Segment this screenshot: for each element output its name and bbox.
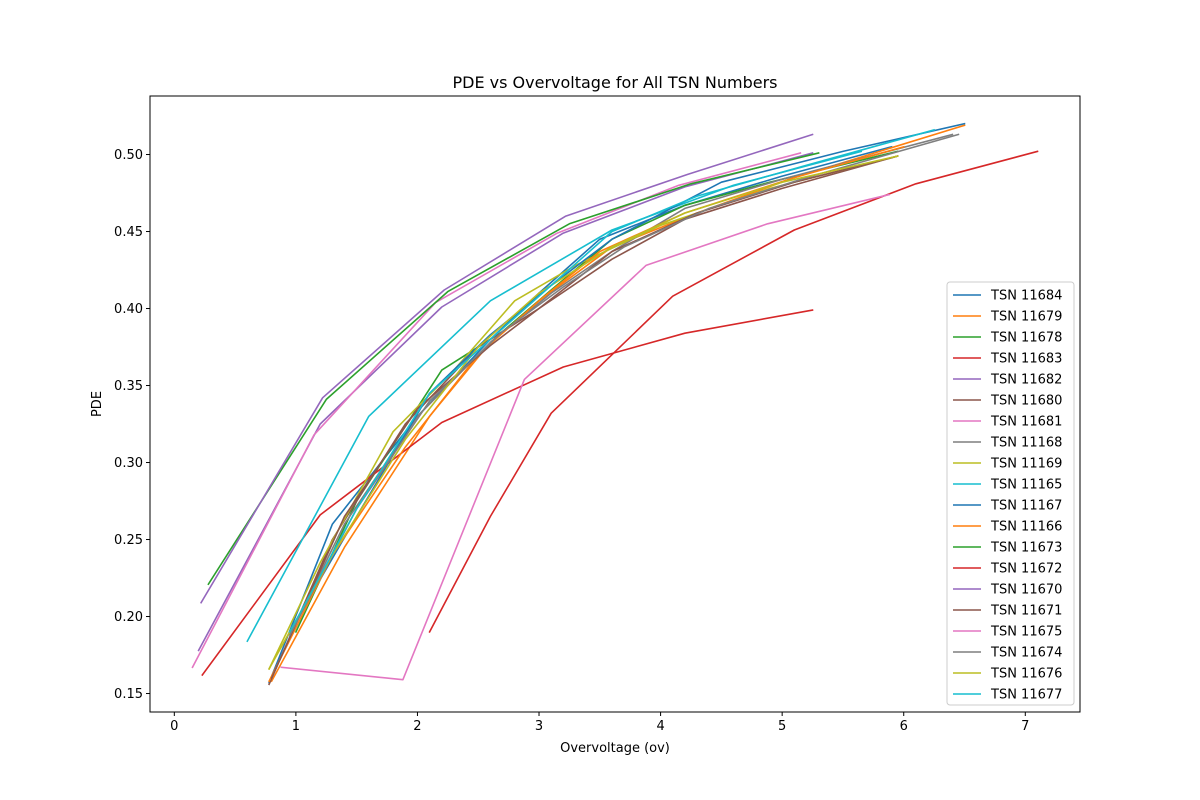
legend-label-13: TSN 11672 xyxy=(990,562,1062,577)
series-line-16 xyxy=(280,193,891,681)
legend-label-4: TSN 11682 xyxy=(990,373,1062,388)
legend-label-12: TSN 11673 xyxy=(990,541,1062,556)
series-line-12 xyxy=(207,152,820,586)
legend: TSN 11684 TSN 11679 TSN 11678 TSN 11683 TSN … xyxy=(946,281,1075,706)
legend-label-16: TSN 11675 xyxy=(990,625,1062,640)
legend-label-17: TSN 11674 xyxy=(990,646,1062,661)
y-tick-label-5: 0.40 xyxy=(114,302,143,317)
x-tick-label-4: 4 xyxy=(656,719,664,734)
y-tick-label-4: 0.35 xyxy=(114,379,143,394)
x-tick-label-5: 5 xyxy=(778,719,786,734)
legend-label-3: TSN 11683 xyxy=(990,352,1062,367)
series-line-6 xyxy=(191,152,802,669)
legend-label-19: TSN 11677 xyxy=(990,688,1062,703)
legend-label-5: TSN 11680 xyxy=(990,394,1062,409)
y-tick-label-3: 0.30 xyxy=(114,456,143,471)
y-tick-label-0: 0.15 xyxy=(114,687,143,702)
legend-label-18: TSN 11676 xyxy=(990,667,1062,682)
legend-label-6: TSN 11681 xyxy=(990,415,1062,430)
series-line-17 xyxy=(288,133,960,637)
legend-label-14: TSN 11670 xyxy=(990,583,1062,598)
legend-label-1: TSN 11679 xyxy=(990,310,1062,325)
series-line-18 xyxy=(268,155,899,670)
series-group xyxy=(191,122,1039,686)
y-tick-label-2: 0.25 xyxy=(114,533,143,548)
x-tick-label-1: 1 xyxy=(292,719,300,734)
legend-label-10: TSN 11167 xyxy=(990,499,1062,514)
legend-label-9: TSN 11165 xyxy=(990,478,1062,493)
series-line-14 xyxy=(200,133,814,604)
y-axis-ticks: 0.15 0.20 0.25 0.30 0.35 0.40 0.45 0.50 xyxy=(114,148,150,702)
chart-title: PDE vs Overvoltage for All TSN Numbers xyxy=(452,73,777,92)
x-tick-label-0: 0 xyxy=(170,719,178,734)
legend-label-2: TSN 11678 xyxy=(990,331,1062,346)
series-line-13 xyxy=(428,150,1039,633)
y-tick-label-6: 0.45 xyxy=(114,225,143,240)
x-tick-label-2: 2 xyxy=(413,719,421,734)
y-axis-label: PDE xyxy=(90,391,105,417)
legend-label-7: TSN 11168 xyxy=(990,436,1062,451)
legend-label-11: TSN 11166 xyxy=(990,520,1062,535)
x-axis-label: Overvoltage (ov) xyxy=(560,741,670,756)
legend-label-0: TSN 11684 xyxy=(990,289,1062,304)
plot-area xyxy=(149,95,1081,713)
legend-box xyxy=(946,281,1075,706)
x-tick-label-7: 7 xyxy=(1021,719,1029,734)
legend-label-15: TSN 11671 xyxy=(990,604,1062,619)
legend-label-8: TSN 11169 xyxy=(990,457,1062,472)
y-tick-label-7: 0.50 xyxy=(114,148,143,163)
x-tick-label-6: 6 xyxy=(900,719,908,734)
y-tick-label-1: 0.20 xyxy=(114,610,143,625)
x-tick-label-3: 3 xyxy=(535,719,543,734)
series-line-19 xyxy=(288,128,936,633)
legend-items: TSN 11684 TSN 11679 TSN 11678 TSN 11683 TSN … xyxy=(953,289,1062,703)
x-axis-ticks: 0 1 2 3 4 5 6 7 xyxy=(170,712,1029,734)
axes-frame xyxy=(149,95,1081,713)
